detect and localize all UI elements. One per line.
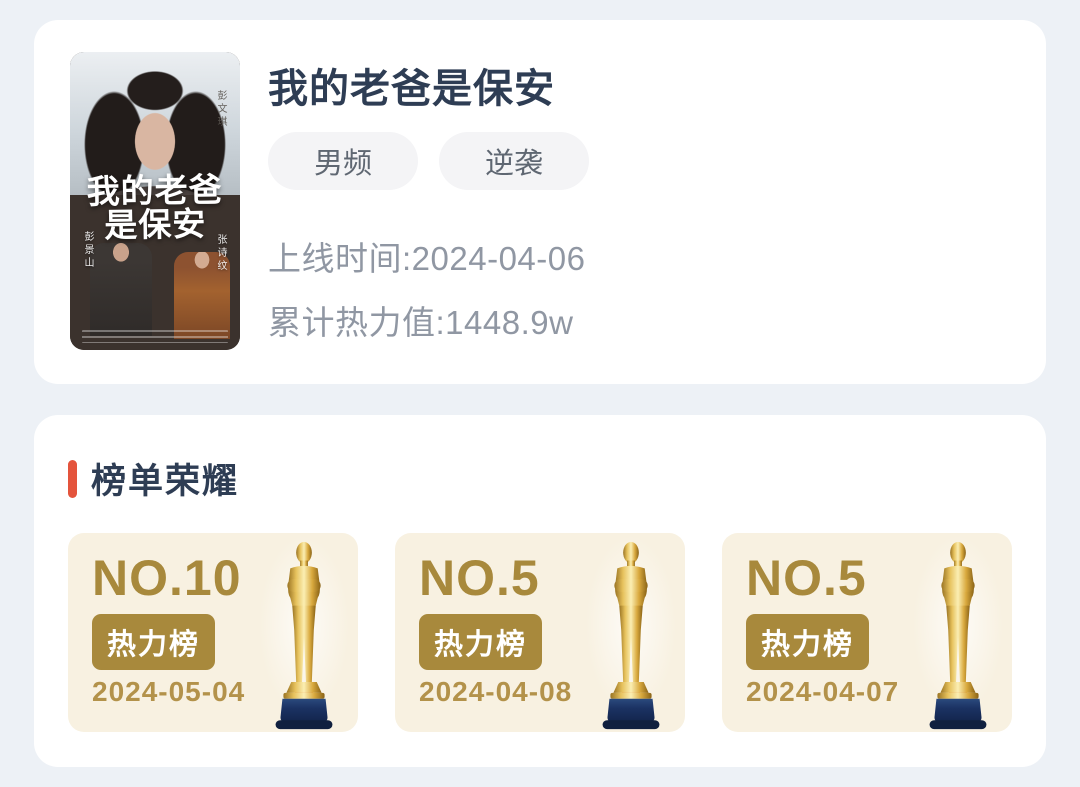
- honor-row: NO.10 热力榜 2024-05-04 NO.5: [68, 533, 1012, 732]
- poster-man-figure: [90, 243, 152, 337]
- honors-section-header: 榜单荣耀: [68, 453, 239, 504]
- honor-card-3: NO.5 热力榜 2024-04-07: [722, 533, 1012, 732]
- tag-pill-male-channel: 男频: [268, 132, 418, 190]
- section-accent-bar: [68, 459, 77, 498]
- heat-value: 1448.9w: [445, 304, 574, 341]
- honor-rank: NO.10: [92, 550, 242, 606]
- drama-info-card: 我的老爸 是保安 彭文琪 彭景山 张诗纹 我的老爸是保安 男频 逆袭 上线时间:…: [34, 20, 1046, 384]
- poster-woman-figure: [173, 252, 230, 340]
- honors-card: 榜单荣耀 NO.10 热力榜 2024-05-04: [34, 415, 1046, 767]
- honor-rank: NO.5: [419, 550, 540, 606]
- heat-rank-badge: 热力榜: [746, 614, 870, 670]
- honor-rank: NO.5: [746, 550, 867, 606]
- poster-synopsis-fineprint: [82, 330, 228, 343]
- honor-date: 2024-05-04: [92, 676, 246, 707]
- poster-actress-photo: [70, 52, 240, 201]
- online-time-value: 2024-04-06: [411, 240, 586, 277]
- drama-tag-row: 男频 逆袭: [268, 132, 589, 190]
- online-time-line: 上线时间:2024-04-06: [268, 232, 585, 280]
- drama-poster-image: 我的老爸 是保安 彭文琪 彭景山 张诗纹: [70, 52, 240, 350]
- drama-title: 我的老爸是保安: [268, 67, 555, 111]
- oscar-trophy-icon: [583, 537, 679, 732]
- oscar-trophy-icon: [910, 537, 1006, 732]
- poster-credit-top-right: 彭文琪: [215, 90, 226, 129]
- honor-card-2: NO.5 热力榜 2024-04-08: [395, 533, 685, 732]
- poster-credit-right: 张诗纹: [215, 233, 226, 273]
- online-time-label: 上线时间:: [268, 240, 412, 277]
- tag-pill-counterattack: 逆袭: [439, 132, 589, 190]
- heat-rank-badge: 热力榜: [92, 614, 216, 670]
- honor-card-1: NO.10 热力榜 2024-05-04: [68, 533, 358, 732]
- oscar-trophy-icon: [256, 537, 352, 732]
- heat-rank-badge: 热力榜: [419, 614, 543, 670]
- honors-section-title: 榜单荣耀: [91, 462, 240, 501]
- poster-street-scene: [70, 195, 240, 350]
- heat-label: 累计热力值:: [268, 304, 446, 341]
- heat-value-line: 累计热力值:1448.9w: [268, 296, 573, 344]
- poster-credit-left: 彭景山: [82, 230, 93, 270]
- poster-title-line1: 我的老爸: [86, 170, 224, 211]
- honor-date: 2024-04-08: [419, 676, 573, 707]
- honor-date: 2024-04-07: [746, 676, 900, 707]
